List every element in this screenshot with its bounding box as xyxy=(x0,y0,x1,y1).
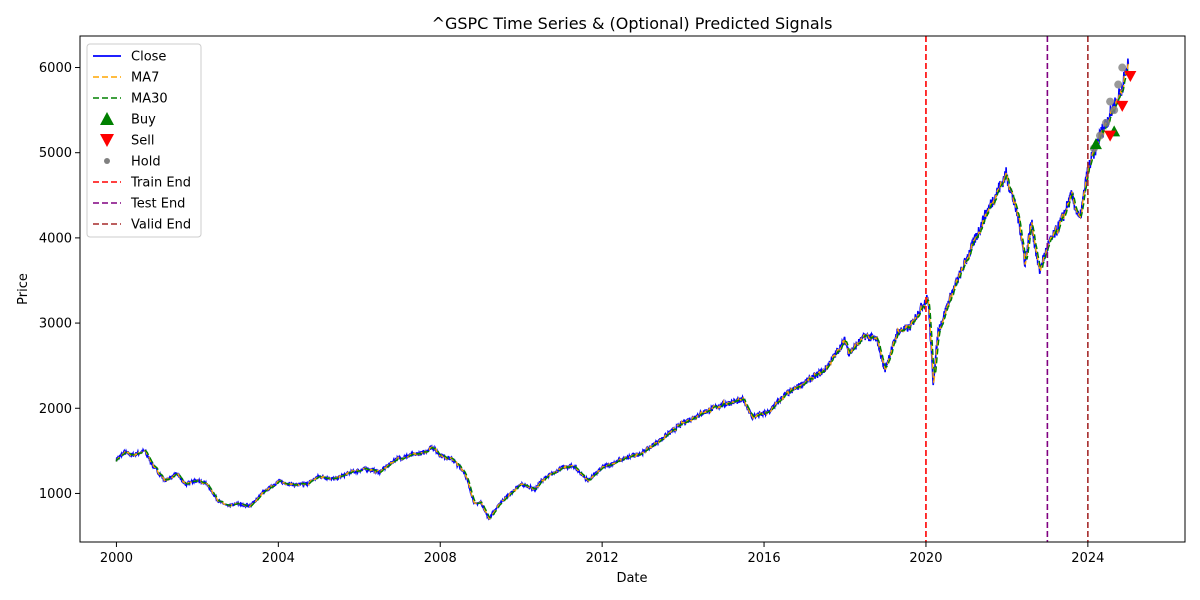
x-tick-label: 2020 xyxy=(909,551,942,566)
x-axis: 2000 2004 2008 2012 2016 2020 2024 xyxy=(100,542,1104,566)
plot-frame xyxy=(79,35,1186,543)
x-axis-label: Date xyxy=(616,571,647,586)
y-tick-label: 1000 xyxy=(39,487,72,502)
x-tick-label: 2024 xyxy=(1071,551,1104,566)
legend-swatch-hold xyxy=(104,158,110,164)
y-tick-label: 6000 xyxy=(39,61,72,76)
buy-signal-marker xyxy=(1089,138,1102,150)
legend-box xyxy=(86,43,202,238)
legend-swatch-buy xyxy=(100,112,114,125)
hold-signal-point xyxy=(1096,131,1104,140)
legend-label: Train End xyxy=(130,176,191,191)
x-tick-label: 2004 xyxy=(262,551,295,566)
y-tick-label: 2000 xyxy=(39,402,72,417)
hold-signal-point xyxy=(1106,97,1115,106)
legend: Close MA7 MA30 Buy Sell Hold Train End Test End… xyxy=(86,43,202,238)
hold-signal-point xyxy=(1118,63,1127,72)
hold-signal-point xyxy=(1102,118,1111,127)
legend-label: Hold xyxy=(131,155,161,170)
legend-label: MA7 xyxy=(131,71,159,86)
sell-signal-marker xyxy=(1104,130,1117,142)
x-tick-label: 2000 xyxy=(100,551,133,566)
y-axis-label: Price xyxy=(16,273,31,305)
legend-label: Valid End xyxy=(131,218,191,233)
legend-swatch-sell xyxy=(100,134,114,147)
y-tick-label: 5000 xyxy=(39,146,72,161)
legend-label: MA30 xyxy=(131,92,168,107)
sell-signal-marker xyxy=(1116,100,1129,112)
hold-signal-point xyxy=(1114,80,1123,89)
x-tick-label: 2016 xyxy=(748,551,781,566)
legend-label: Close xyxy=(131,50,166,65)
plot-area xyxy=(115,36,1137,542)
hold-signal-point xyxy=(1110,106,1119,115)
legend-label: Test End xyxy=(130,197,185,212)
chart-title: ^GSPC Time Series & (Optional) Predicted… xyxy=(432,14,833,33)
x-tick-label: 2012 xyxy=(586,551,619,566)
x-tick-label: 2008 xyxy=(424,551,457,566)
legend-label: Buy xyxy=(131,113,156,128)
sell-signal-marker xyxy=(1124,71,1137,83)
legend-label: Sell xyxy=(131,134,154,149)
y-tick-label: 4000 xyxy=(39,231,72,246)
ma30-series-line xyxy=(115,68,1129,519)
y-axis: 1000 2000 3000 4000 5000 6000 xyxy=(39,61,80,502)
y-tick-label: 3000 xyxy=(39,317,72,332)
series-layer xyxy=(115,36,1137,542)
